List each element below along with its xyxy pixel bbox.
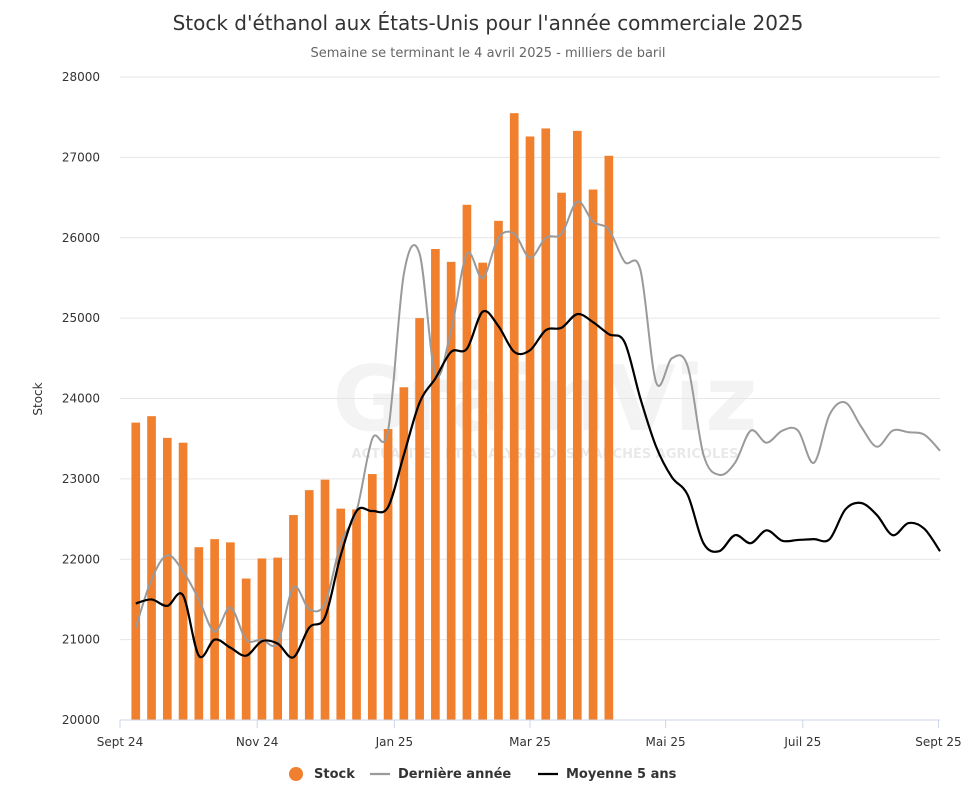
stock-bar[interactable] xyxy=(604,155,614,720)
five-year-average-line[interactable] xyxy=(135,309,941,659)
stock-bar[interactable] xyxy=(304,490,314,720)
legend[interactable]: Stock Dernière année Moyenne 5 ans xyxy=(289,767,677,782)
chart-subtitle: Semaine se terminant le 4 avril 2025 - m… xyxy=(311,46,666,61)
legend-marker xyxy=(289,767,303,781)
legend-item[interactable]: Dernière année xyxy=(370,767,511,782)
series-lines xyxy=(134,200,941,659)
y-tick-label: 22000 xyxy=(62,552,100,566)
stock-bar[interactable] xyxy=(557,192,566,721)
y-axis-ticks: 20000 21000 22000 23000 24000 25000 26000 27000… xyxy=(62,70,100,727)
stock-bar[interactable] xyxy=(462,204,472,720)
y-tick-label: 20000 xyxy=(62,713,100,727)
stock-bar[interactable] xyxy=(226,542,235,720)
stock-bar[interactable] xyxy=(399,387,409,720)
stock-bar[interactable] xyxy=(210,539,219,720)
stock-bar[interactable] xyxy=(478,262,488,720)
last-year-line[interactable] xyxy=(134,200,941,648)
x-tick-label: Mai 25 xyxy=(646,735,686,749)
stock-bar[interactable] xyxy=(178,442,188,720)
stock-bar[interactable] xyxy=(446,261,456,720)
stock-bar[interactable] xyxy=(525,136,535,721)
stock-bar[interactable] xyxy=(541,128,551,720)
y-tick-label: 24000 xyxy=(62,392,100,406)
legend-item[interactable]: Stock xyxy=(289,767,355,782)
stock-bar[interactable] xyxy=(131,422,141,720)
chart-title: Stock d'éthanol aux États-Unis pour l'an… xyxy=(173,11,804,35)
stock-bar[interactable] xyxy=(415,318,424,720)
x-tick-label: Jan 25 xyxy=(375,735,414,749)
y-tick-label: 26000 xyxy=(62,231,100,245)
stock-bar[interactable] xyxy=(572,130,582,720)
stock-bar[interactable] xyxy=(147,416,156,720)
stock-bar[interactable] xyxy=(289,515,298,720)
legend-label: Stock xyxy=(314,767,355,782)
y-tick-label: 23000 xyxy=(62,472,100,486)
stock-bar[interactable] xyxy=(509,113,519,720)
stock-bar[interactable] xyxy=(352,509,361,720)
y-tick-label: 25000 xyxy=(62,311,100,325)
stock-bar[interactable] xyxy=(588,189,598,720)
stock-bar[interactable] xyxy=(241,578,251,720)
legend-label: Moyenne 5 ans xyxy=(566,767,677,782)
x-tick-label: Mar 25 xyxy=(509,735,551,749)
y-tick-label: 27000 xyxy=(62,150,100,164)
x-tick-label: Sept 24 xyxy=(97,735,143,749)
x-tick-label: Juil 25 xyxy=(783,735,821,749)
stock-bar[interactable] xyxy=(336,508,346,720)
x-axis: Sept 24 Nov 24 Jan 25 Mar 25 Mai 25 Juil 25 Se… xyxy=(97,719,962,749)
stock-bar[interactable] xyxy=(383,429,393,720)
stock-bar[interactable] xyxy=(194,547,204,720)
y-tick-label: 28000 xyxy=(62,70,100,84)
y-tick-label: 21000 xyxy=(62,633,100,647)
stock-bar[interactable] xyxy=(494,220,503,720)
legend-label: Dernière année xyxy=(398,767,511,782)
stock-bar[interactable] xyxy=(320,479,330,720)
legend-item[interactable]: Moyenne 5 ans xyxy=(538,767,677,782)
stock-bar[interactable] xyxy=(273,557,283,720)
stock-bar[interactable] xyxy=(431,249,440,720)
y-axis-title: Stock xyxy=(31,382,45,415)
stock-bar[interactable] xyxy=(367,474,377,720)
stock-bar[interactable] xyxy=(162,437,172,720)
x-tick-label: Nov 24 xyxy=(236,735,279,749)
x-tick-label: Sept 25 xyxy=(915,735,961,749)
